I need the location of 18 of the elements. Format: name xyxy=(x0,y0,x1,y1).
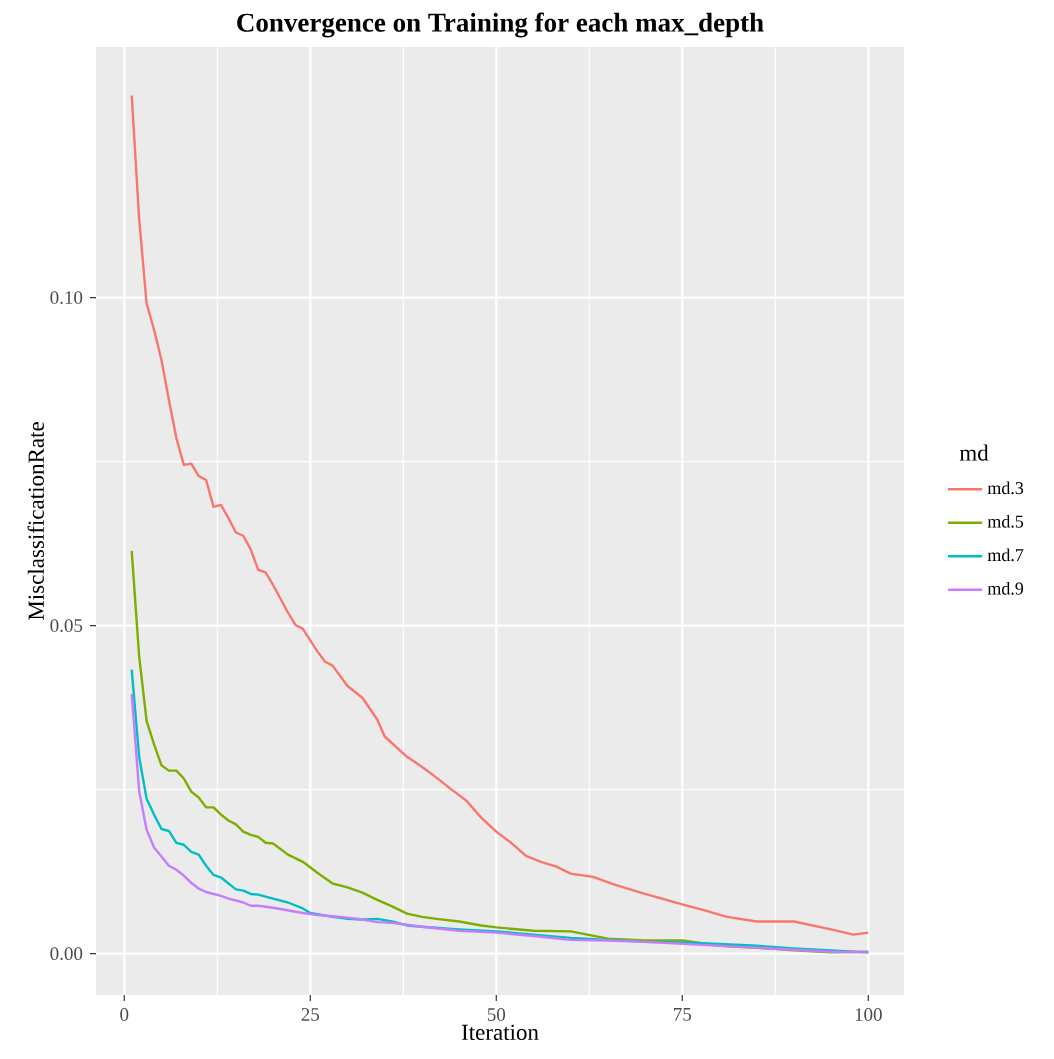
x-tick-label: 50 xyxy=(487,1008,506,1021)
legend-label: md.3 xyxy=(987,481,1024,495)
x-tick-label: 100 xyxy=(855,1008,882,1021)
y-tick-label: 0.05 xyxy=(50,619,83,633)
legend-label: md.5 xyxy=(987,514,1024,528)
chart-title: Convergence on Training for each max_depth xyxy=(237,12,764,38)
line-series xyxy=(130,549,870,954)
legend-label: md.7 xyxy=(987,548,1024,562)
legend-label: md.9 xyxy=(987,581,1024,595)
y-axis-title: MisclassificationRate xyxy=(27,422,44,620)
x-axis-title: Iteration xyxy=(461,1024,539,1041)
x-tick-label: 0 xyxy=(120,1008,129,1021)
line-series xyxy=(130,94,870,936)
x-tick-label: 25 xyxy=(301,1008,320,1021)
legend-title: md xyxy=(959,444,989,461)
x-tick-label: 75 xyxy=(674,1008,692,1021)
y-tick-label: 0.00 xyxy=(50,947,83,961)
y-tick-label: 0.10 xyxy=(50,291,83,305)
